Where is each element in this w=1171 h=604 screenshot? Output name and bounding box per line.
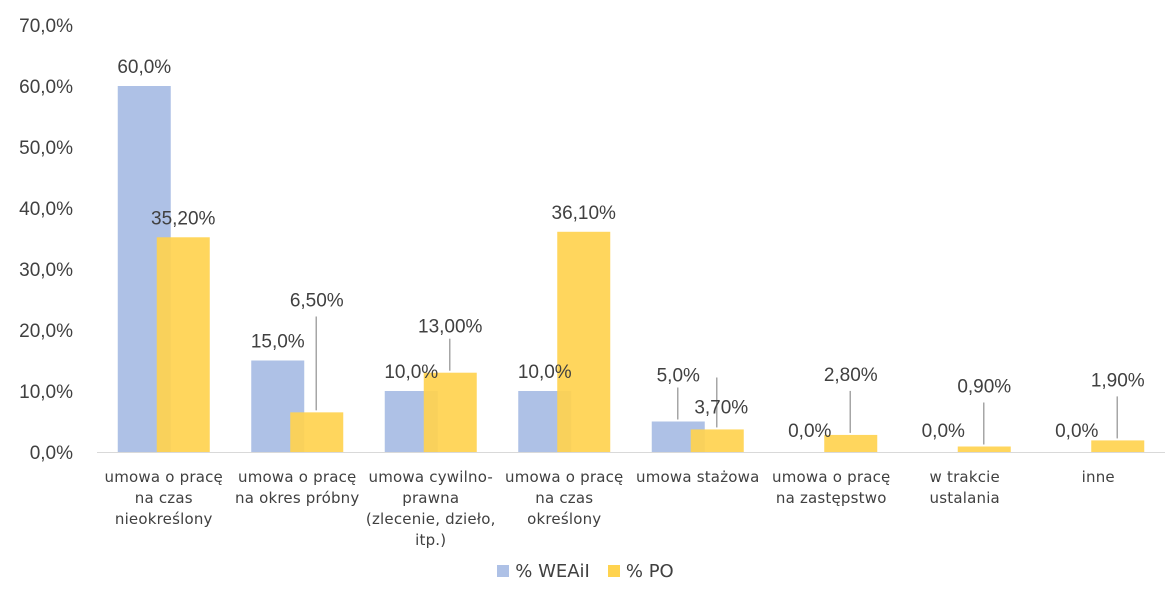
category-label-line: w trakcie <box>930 468 1000 486</box>
y-tick-label: 30,0% <box>19 260 73 281</box>
legend-item-weaii: % WEAiI <box>497 561 590 582</box>
category-label-line: ustalania <box>930 489 1000 507</box>
bar-po <box>290 412 344 452</box>
category-label-line: itp.) <box>415 531 446 549</box>
data-label-weaii: 0,0% <box>922 421 965 442</box>
data-label-weaii: 10,0% <box>384 362 438 383</box>
bar-po <box>824 434 878 452</box>
legend-item-po: % PO <box>607 560 674 582</box>
data-labels: 60,0% 35,20% 15,0% 6,50% 10,0% 13,00% 10,0% 36,… <box>117 57 1144 442</box>
bar-po <box>423 372 477 452</box>
bar-po <box>690 429 744 452</box>
category-label: umowa o pracę na czas określony <box>505 468 623 528</box>
data-label-po: 13,00% <box>418 317 483 338</box>
category-label: umowa stażowa <box>636 468 760 486</box>
data-label-po: 0,90% <box>957 377 1011 398</box>
data-label-weaii: 10,0% <box>518 362 572 383</box>
category-label-line: umowa stażowa <box>636 468 760 486</box>
bar-po <box>156 237 210 452</box>
y-tick-label: 20,0% <box>19 321 73 342</box>
category-label: umowa o pracę na okres próbny <box>235 468 359 507</box>
data-label-weaii: 60,0% <box>117 57 171 78</box>
category-label: umowa o pracę na zastępstwo <box>772 468 890 507</box>
category-label-line: prawna <box>402 489 459 507</box>
category-label-line: nieokreślony <box>115 510 213 528</box>
y-tick-label: 0,0% <box>30 443 73 464</box>
bar-po <box>557 231 611 452</box>
category-label-line: umowa o pracę <box>238 468 356 486</box>
data-label-weaii: 15,0% <box>251 332 305 353</box>
y-tick-label: 60,0% <box>19 77 73 98</box>
category-label: umowa o pracę na czas nieokreślony <box>105 468 223 528</box>
data-label-weaii: 0,0% <box>788 421 831 442</box>
data-label-po: 35,20% <box>151 208 216 229</box>
category-label: inne <box>1082 468 1115 486</box>
data-label-po: 6,50% <box>290 291 344 312</box>
category-label-line: na okres próbny <box>235 489 359 507</box>
y-tick-label: 40,0% <box>19 199 73 220</box>
data-label-weaii: 5,0% <box>657 366 700 387</box>
category-label: umowa cywilno-prawna (zlecenie, dzieło, it… <box>366 468 496 549</box>
category-label-line: umowa o pracę <box>105 468 223 486</box>
category-label-line: umowa o pracę <box>772 468 890 486</box>
category-label-line: określony <box>527 510 601 528</box>
data-label-weaii: 0,0% <box>1055 421 1098 442</box>
legend-swatch-po <box>607 565 620 577</box>
leader-lines <box>315 316 1118 445</box>
legend-swatch-weaii <box>497 565 510 577</box>
data-label-po: 1,90% <box>1091 370 1145 391</box>
y-axis-ticks: 0,0% 10,0% 20,0% 30,0% 40,0% 50,0% 60,0% 70,0% <box>19 16 73 464</box>
bars <box>117 86 1145 452</box>
data-label-po: 36,10% <box>552 203 617 224</box>
legend: % WEAiI % PO <box>0 556 1171 586</box>
bar-po <box>957 446 1011 452</box>
category-label-line: na czas <box>135 489 193 507</box>
category-label-line: umowa o pracę <box>505 468 623 486</box>
category-label: w trakcie ustalania <box>930 468 1000 507</box>
category-label-line: na zastępstwo <box>776 489 887 507</box>
category-label-line: (zlecenie, dzieło, <box>366 510 496 528</box>
y-tick-label: 70,0% <box>19 16 73 37</box>
data-label-po: 3,70% <box>694 397 748 418</box>
bar-po <box>1091 440 1145 452</box>
legend-label-po: % PO <box>625 560 674 582</box>
category-label-line: umowa cywilno- <box>369 468 493 486</box>
data-label-po: 2,80% <box>824 365 878 386</box>
y-tick-label: 50,0% <box>19 138 73 159</box>
category-label-line: na czas <box>535 489 593 507</box>
y-tick-label: 10,0% <box>19 382 73 403</box>
legend-label-weaii: % WEAiI <box>515 560 590 582</box>
category-label-line: inne <box>1082 468 1115 486</box>
